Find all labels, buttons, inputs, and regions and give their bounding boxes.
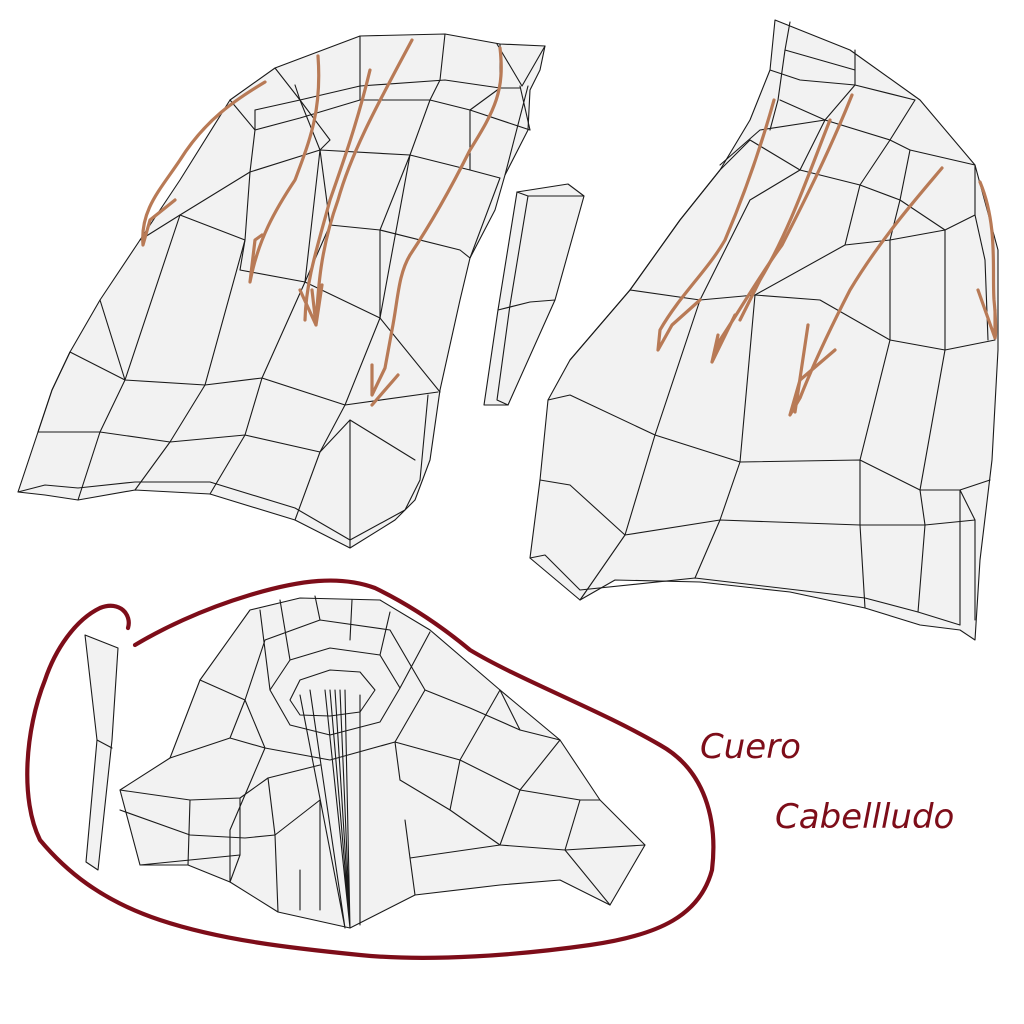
arrow-down-icon xyxy=(141,80,267,247)
annotation-label-cuero: Cuero xyxy=(700,727,801,767)
uv-island-strip-center xyxy=(483,183,585,406)
arrow-down-icon xyxy=(298,38,414,327)
arrow-down-icon xyxy=(656,98,776,352)
uv-island-scalp xyxy=(119,595,646,929)
hair-direction-strokes xyxy=(141,38,998,417)
uv-island-left xyxy=(17,33,546,549)
arrow-down-icon xyxy=(710,93,854,364)
scalp-outline-stroke xyxy=(25,578,716,960)
uv-island-right xyxy=(529,19,999,641)
arrow-down-icon xyxy=(738,118,832,322)
arrow-down-icon xyxy=(248,54,321,284)
arrow-down-icon xyxy=(370,46,503,407)
annotation-labels: Cuero Cabellludo xyxy=(700,727,954,837)
arrow-down-icon xyxy=(788,166,944,417)
arrow-down-icon xyxy=(303,68,372,322)
arrow-down-icon xyxy=(976,180,998,340)
annotation-label-cabelludo: Cabellludo xyxy=(775,797,954,837)
uv-island-strip-small xyxy=(84,634,119,871)
